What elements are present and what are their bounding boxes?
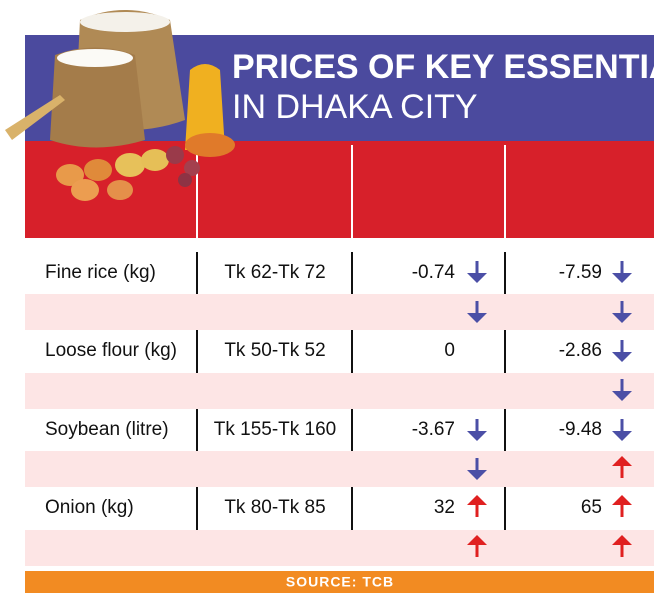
title: PRICES OF KEY ESSENTIALS — [232, 48, 654, 86]
table-cell: -7.59 — [559, 262, 602, 283]
pink-rows — [25, 294, 654, 566]
source: SOURCE: TCB — [286, 574, 394, 590]
table-cell: Tk 80-Tk 85 — [224, 497, 325, 518]
table-cell: -3.67 — [412, 419, 455, 440]
table-cell: -2.86 — [559, 340, 602, 361]
table-cell: Onion (kg) — [45, 497, 134, 518]
table-cell: Tk 62-Tk 72 — [224, 262, 325, 283]
table-cell: 0 — [444, 340, 455, 361]
table-cell: Tk 155-Tk 160 — [214, 419, 337, 440]
table-cell: 32 — [434, 497, 455, 518]
table-cell: -9.48 — [559, 419, 602, 440]
column-dividers — [196, 252, 506, 530]
header-dividers — [196, 145, 506, 238]
food-illustration — [5, 10, 235, 201]
table-cell: Tk 50-Tk 52 — [224, 340, 325, 361]
footer-band — [25, 571, 654, 593]
subtitle: IN DHAKA CITY — [232, 88, 478, 126]
table-cell: -0.74 — [412, 262, 456, 283]
table-cell: Fine rice (kg) — [45, 262, 156, 283]
table-cell: 65 — [581, 497, 602, 518]
table-cell: Soybean (litre) — [45, 419, 169, 440]
table-cell: Loose flour (kg) — [45, 340, 177, 361]
